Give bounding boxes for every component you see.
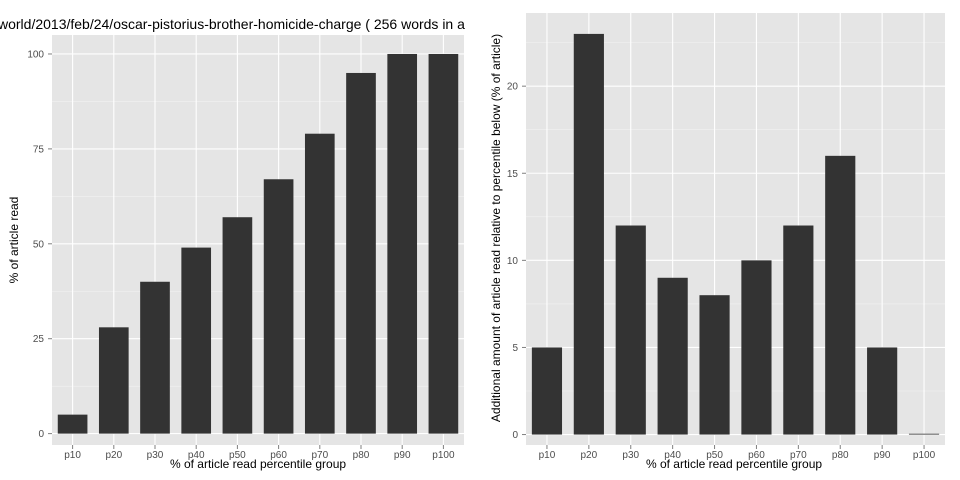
y-tick-label: 0 [38, 429, 44, 440]
bar-p50 [699, 295, 730, 435]
x-tick-label: p60 [270, 450, 287, 461]
bar-p90 [387, 53, 418, 434]
bar-p60 [263, 179, 294, 434]
bar-p80 [346, 72, 376, 434]
left-y-axis-title: % of article read [7, 197, 21, 284]
x-tick-label: p90 [394, 450, 411, 461]
bar-p70 [783, 225, 814, 435]
right-y-tick-labels: 0 5 10 15 20 [507, 82, 526, 441]
bar-p100 [428, 53, 459, 434]
y-tick-label: 75 [33, 144, 45, 155]
right-bars [531, 33, 940, 435]
x-tick-label: p40 [188, 450, 205, 461]
bar-p40 [657, 277, 688, 435]
x-tick-label: p30 [622, 450, 639, 461]
bar-p50 [222, 217, 253, 434]
x-tick-label: p50 [706, 450, 723, 461]
x-tick-label: p10 [64, 450, 81, 461]
y-tick-label: 15 [507, 169, 519, 180]
left-x-axis-title: % of article read percentile group [170, 457, 346, 471]
y-tick-label: 100 [27, 49, 44, 60]
bar-p40 [181, 247, 212, 434]
x-tick-label: p100 [432, 450, 455, 461]
x-tick-label: p50 [229, 450, 246, 461]
y-tick-label: 25 [33, 334, 45, 345]
x-tick-label: p10 [539, 450, 556, 461]
x-tick-label: p80 [832, 450, 849, 461]
y-tick-label: 5 [512, 343, 518, 354]
bar-p70 [304, 133, 335, 434]
bar-p60 [741, 260, 772, 435]
x-tick-label: p90 [874, 450, 891, 461]
chart-title: world/2013/feb/24/oscar-pistorius-brothe… [0, 16, 465, 32]
x-tick-label: p20 [581, 450, 598, 461]
y-tick-label: 50 [33, 239, 45, 250]
bar-p100 [908, 433, 940, 435]
x-tick-label: p70 [790, 450, 807, 461]
x-tick-label: p100 [913, 450, 936, 461]
bar-p10 [57, 414, 88, 434]
left-x-tick-labels: p10 p20 p30 p40 p50 p60 p70 p80 p90 p100 [64, 445, 455, 461]
bar-p80 [825, 155, 856, 435]
y-tick-label: 20 [507, 82, 519, 93]
right-y-axis-title: Additional amount of article read relati… [489, 34, 503, 422]
right-chart: 0 5 10 15 20 p10 p20 p30 p40 p50 p60 p70 p80 p90 p100… [489, 13, 945, 471]
x-tick-label: p40 [664, 450, 681, 461]
right-x-axis-title: % of article read percentile group [646, 457, 822, 471]
bar-p30 [140, 281, 170, 434]
x-tick-label: p30 [147, 450, 164, 461]
y-tick-label: 0 [512, 430, 518, 441]
bar-p20 [98, 327, 129, 434]
bar-p20 [573, 33, 604, 435]
right-x-tick-labels: p10 p20 p30 p40 p50 p60 p70 p80 p90 p100 [539, 445, 936, 461]
x-tick-label: p70 [311, 450, 328, 461]
x-tick-label: p80 [353, 450, 370, 461]
x-tick-label: p20 [105, 450, 122, 461]
y-tick-label: 10 [507, 256, 519, 267]
left-y-tick-labels: 0 25 50 75 100 [27, 49, 52, 440]
x-tick-label: p60 [748, 450, 765, 461]
left-bars [57, 53, 459, 434]
bar-p30 [615, 225, 646, 435]
bar-p90 [867, 347, 898, 435]
bar-p10 [531, 347, 563, 435]
